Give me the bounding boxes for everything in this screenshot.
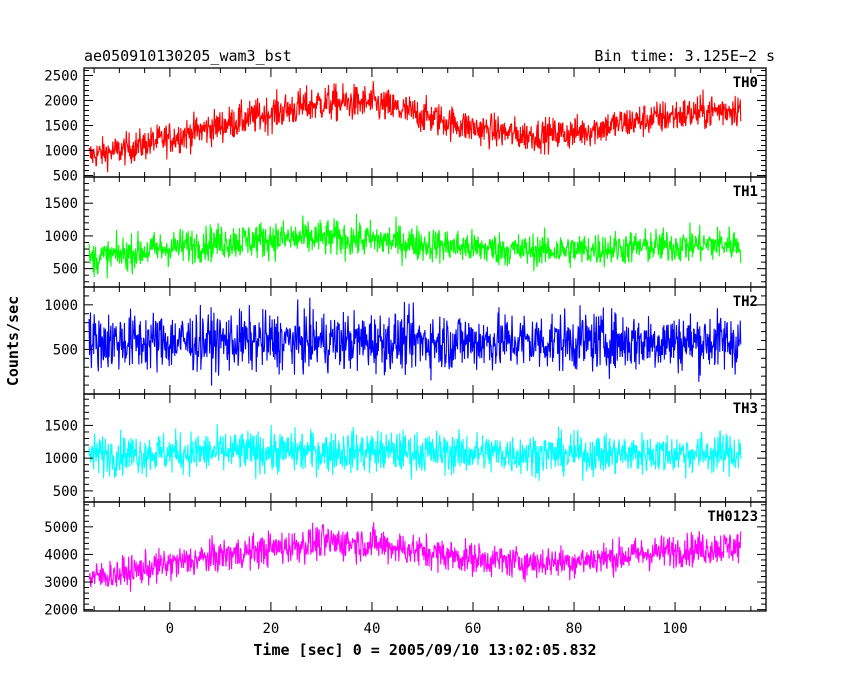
panel-label-th3: TH3 xyxy=(733,401,758,417)
series-line-th0123 xyxy=(88,522,742,592)
bin-time-label: Bin time: 3.125E−2 s xyxy=(594,47,775,65)
series-line-th3 xyxy=(88,424,742,482)
x-tick-label: 0 xyxy=(166,621,174,637)
y-tick-label: 5000 xyxy=(44,520,78,536)
panel-frame-th0123 xyxy=(83,501,767,612)
panel-label-th2: TH2 xyxy=(733,294,758,310)
x-tick-label: 20 xyxy=(262,621,279,637)
y-tick-label: 4000 xyxy=(44,547,78,563)
y-tick-label: 500 xyxy=(53,262,78,278)
y-tick-label: 500 xyxy=(53,342,78,358)
y-tick-label: 2000 xyxy=(44,94,78,110)
y-tick-label: 1500 xyxy=(44,196,78,212)
y-tick-label: 1000 xyxy=(44,298,78,314)
series-line-th0 xyxy=(88,81,742,173)
series-line-th2 xyxy=(88,297,742,386)
y-tick-label: 3000 xyxy=(44,575,78,591)
x-tick-label: 40 xyxy=(364,621,381,637)
y-tick-label: 500 xyxy=(53,484,78,500)
x-tick-label: 100 xyxy=(662,621,687,637)
panel-label-th0: TH0 xyxy=(733,75,758,91)
panel-label-th1: TH1 xyxy=(733,184,758,200)
figure-title: ae050910130205_wam3_bst xyxy=(84,47,292,65)
y-tick-label: 2000 xyxy=(44,603,78,619)
y-tick-label: 1000 xyxy=(44,451,78,467)
x-axis-label: Time [sec] 0 = 2005/09/10 13:02:05.832 xyxy=(253,641,596,659)
y-tick-label: 1000 xyxy=(44,144,78,160)
x-tick-label: 60 xyxy=(465,621,482,637)
y-tick-label: 1500 xyxy=(44,418,78,434)
y-tick-label: 1000 xyxy=(44,229,78,245)
y-tick-label: 2500 xyxy=(44,69,78,85)
y-tick-label: 500 xyxy=(53,169,78,185)
panel-label-th0123: TH0123 xyxy=(707,509,758,525)
series-line-th1 xyxy=(88,213,742,279)
x-tick-label: 80 xyxy=(566,621,583,637)
y-tick-label: 1500 xyxy=(44,119,78,135)
y-axis-label: Counts/sec xyxy=(4,296,22,386)
